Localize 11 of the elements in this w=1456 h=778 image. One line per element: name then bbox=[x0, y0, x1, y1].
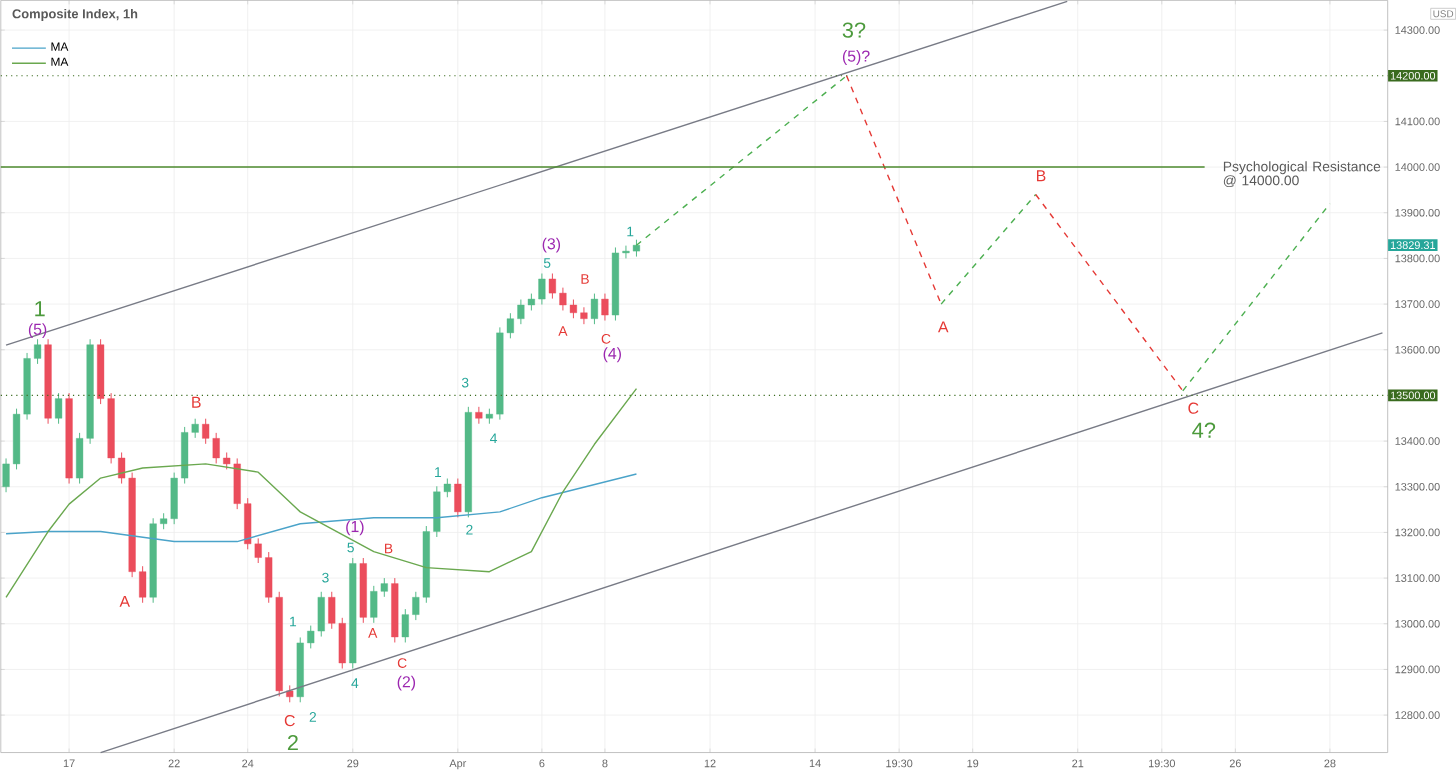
line-series bbox=[5, 387, 638, 598]
candlestick bbox=[590, 292, 598, 325]
annotation: 3? bbox=[842, 22, 866, 38]
candlestick bbox=[55, 392, 63, 425]
annotation: 4? bbox=[1192, 422, 1216, 438]
candlestick bbox=[475, 406, 483, 425]
candlestick bbox=[601, 292, 609, 321]
annotation: 1 bbox=[35, 300, 45, 316]
line-series bbox=[5, 473, 638, 543]
annotation: 2 bbox=[287, 734, 298, 750]
candlestick bbox=[454, 477, 462, 518]
